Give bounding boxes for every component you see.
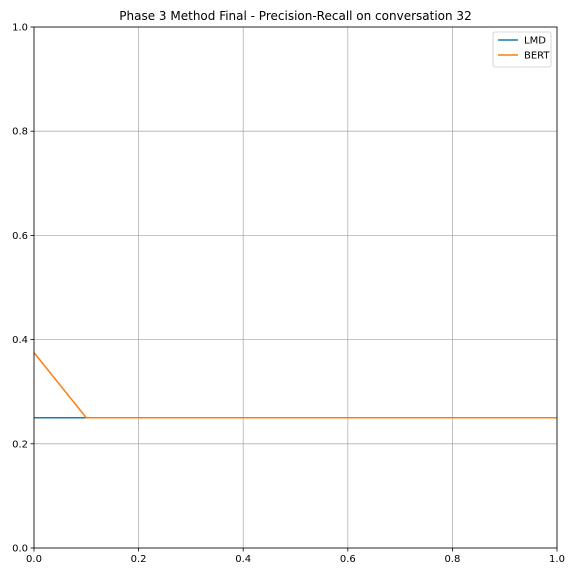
legend-label-lmd: LMD: [524, 36, 546, 47]
y-tick-label: 0.0: [12, 544, 28, 555]
y-tick-label: 0.2: [12, 439, 28, 450]
x-tick-label: 0.4: [235, 554, 251, 565]
series-layer: [33, 352, 557, 419]
y-tick-label: 0.4: [12, 335, 28, 346]
x-tick-label: 0.8: [444, 554, 460, 565]
x-axis: 0.0 0.2 0.4 0.6 0.8 1.0: [26, 548, 565, 565]
y-tick-label: 0.8: [12, 127, 28, 138]
series-line-bert: [33, 352, 557, 419]
x-tick-label: 0.2: [131, 554, 147, 565]
axes-frame: [33, 26, 558, 549]
y-tick-label: 1.0: [12, 23, 28, 34]
x-tick-label: 0.6: [340, 554, 356, 565]
y-axis: 0.0 0.2 0.4 0.6 0.8 1.0: [12, 23, 34, 555]
y-tick-label: 0.6: [12, 231, 28, 242]
x-tick-label: 1.0: [549, 554, 565, 565]
legend-label-bert: BERT: [524, 51, 550, 62]
grid: [33, 26, 558, 549]
chart-title: Phase 3 Method Final - Precision-Recall …: [119, 9, 471, 23]
x-tick-label: 0.0: [26, 554, 42, 565]
legend: LMD BERT: [492, 31, 552, 68]
